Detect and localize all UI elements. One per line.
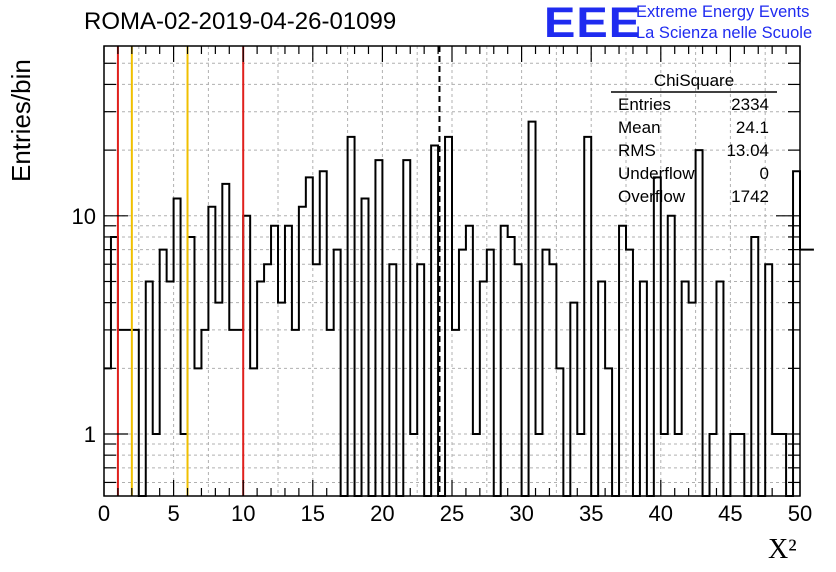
stats-row-label: Mean bbox=[618, 118, 661, 137]
x-tick-label: 35 bbox=[579, 501, 603, 526]
stats-row-value: 1742 bbox=[731, 187, 769, 206]
y-tick-label: 1 bbox=[84, 422, 96, 447]
x-tick-label: 0 bbox=[98, 501, 110, 526]
x-tick-label: 25 bbox=[440, 501, 464, 526]
eee-logo-caption: Extreme Energy Events La Scienza nelle S… bbox=[636, 2, 812, 44]
histogram-bars bbox=[104, 120, 814, 497]
x-tick-label: 15 bbox=[301, 501, 325, 526]
stats-row-value: 24.1 bbox=[736, 118, 769, 137]
stats-row-label: Entries bbox=[618, 95, 671, 114]
x-tick-label: 10 bbox=[231, 501, 255, 526]
stats-box: ChiSquare Entries 2334 Mean 24.1 RMS 13.04 Und… bbox=[611, 71, 777, 206]
x-tick-label: 30 bbox=[509, 501, 533, 526]
y-tick-label: 10 bbox=[72, 204, 96, 229]
logo-line-1: Extreme Energy Events bbox=[636, 3, 810, 21]
x-tick-label: 5 bbox=[167, 501, 179, 526]
stats-row-value: 0 bbox=[760, 164, 769, 183]
axis-ticks: 0 5 10 15 20 25 30 35 40 45 50 1 10 bbox=[72, 46, 812, 526]
stats-row-value: 13.04 bbox=[726, 141, 769, 160]
chart-title: ROMA-02-2019-04-26-01099 bbox=[84, 8, 397, 35]
x-tick-label: 40 bbox=[649, 501, 673, 526]
eee-logo: EEE bbox=[544, 0, 642, 47]
marker-lines bbox=[116, 46, 441, 496]
logo-line-2: La Scienza nelle Scuole bbox=[636, 24, 813, 42]
stats-row-label: Overflow bbox=[618, 187, 686, 206]
stats-row-label: Underflow bbox=[618, 164, 695, 183]
x-axis-label: X² bbox=[768, 534, 797, 565]
stats-row-label: RMS bbox=[618, 141, 656, 160]
x-tick-label: 45 bbox=[718, 501, 742, 526]
x-tick-label: 20 bbox=[370, 501, 394, 526]
histogram-outline bbox=[104, 120, 814, 497]
stats-row-value: 2334 bbox=[731, 95, 769, 114]
x-tick-label: 50 bbox=[788, 501, 812, 526]
stats-title: ChiSquare bbox=[654, 71, 734, 90]
